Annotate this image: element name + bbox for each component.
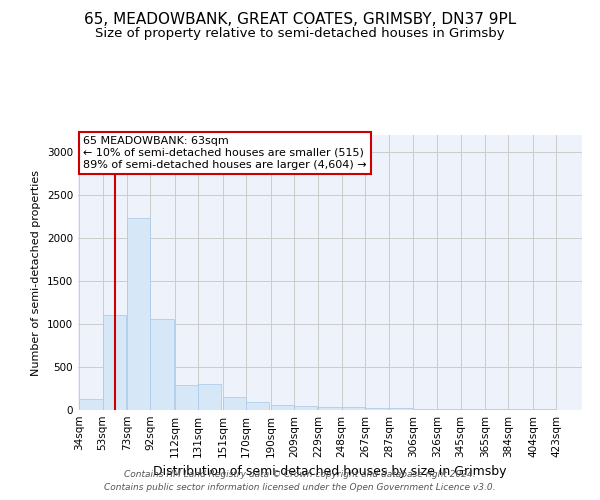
Bar xyxy=(533,409,556,410)
Bar xyxy=(437,409,461,410)
Bar xyxy=(223,397,246,410)
Bar xyxy=(508,409,532,410)
Bar xyxy=(198,384,221,410)
Bar xyxy=(461,409,484,410)
Bar xyxy=(319,407,341,410)
Text: 65, MEADOWBANK, GREAT COATES, GRIMSBY, DN37 9PL: 65, MEADOWBANK, GREAT COATES, GRIMSBY, D… xyxy=(84,12,516,28)
Text: Contains HM Land Registry data © Crown copyright and database right 2024.
Contai: Contains HM Land Registry data © Crown c… xyxy=(104,470,496,492)
Bar xyxy=(151,319,173,410)
Bar xyxy=(127,218,151,410)
Bar xyxy=(175,384,198,410)
Bar xyxy=(365,408,388,410)
Bar xyxy=(271,406,294,410)
Bar xyxy=(341,408,365,410)
Bar xyxy=(485,409,508,410)
Bar xyxy=(413,408,436,410)
Bar xyxy=(246,402,269,410)
Bar xyxy=(389,408,413,410)
Text: Size of property relative to semi-detached houses in Grimsby: Size of property relative to semi-detach… xyxy=(95,28,505,40)
Bar xyxy=(103,316,126,410)
Text: 65 MEADOWBANK: 63sqm
← 10% of semi-detached houses are smaller (515)
89% of semi: 65 MEADOWBANK: 63sqm ← 10% of semi-detac… xyxy=(83,136,367,170)
Bar xyxy=(79,399,103,410)
X-axis label: Distribution of semi-detached houses by size in Grimsby: Distribution of semi-detached houses by … xyxy=(153,466,507,478)
Y-axis label: Number of semi-detached properties: Number of semi-detached properties xyxy=(31,170,41,376)
Bar xyxy=(294,406,317,410)
